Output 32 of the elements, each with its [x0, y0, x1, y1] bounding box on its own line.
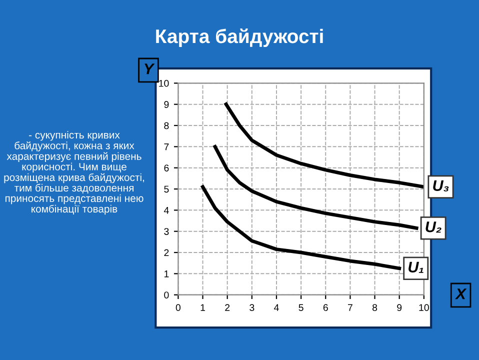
- y-tick-label: 3: [164, 228, 169, 235]
- line-series: [213, 144, 418, 230]
- text: - сукупність кривих байдужості, кожна з яких характеризує певний рівень корисності. Чим вище розміщена крива байдужості, тим більше задоволення приносять представлені нею комбінації товарів: [4, 130, 144, 215]
- y-tick-label: 2: [164, 249, 169, 256]
- x-tick-label: 8: [372, 304, 378, 312]
- y-tick-label: 6: [164, 164, 169, 172]
- y-tick-label: 5: [164, 186, 169, 193]
- series-label: U₂: [426, 222, 442, 233]
- x-tick-label: 4: [274, 304, 279, 311]
- y-tick-label: 10: [159, 80, 169, 87]
- line-series: [201, 185, 402, 270]
- x-tick-label: 10: [419, 304, 429, 312]
- series-label: U₃: [433, 180, 449, 192]
- x-tick-label: 5: [298, 304, 304, 312]
- chart-title: Карта байдужості: [156, 28, 323, 48]
- y-tick-label: 8: [164, 122, 169, 130]
- y-tick-label: 9: [164, 101, 169, 108]
- x-tick-label: 1: [200, 304, 205, 311]
- x-tick-label: 9: [397, 304, 402, 312]
- y-axis-title: Y: [144, 64, 155, 74]
- y-tick-label: 7: [164, 144, 169, 150]
- x-tick-label: 6: [323, 304, 328, 312]
- x-tick-label: 2: [225, 304, 230, 311]
- x-tick-label: 0: [176, 304, 181, 312]
- x-axis-title: X: [455, 288, 467, 300]
- y-tick-label: 0: [164, 292, 169, 298]
- x-tick-label: 7: [348, 304, 352, 311]
- y-tick-label: 1: [164, 270, 169, 278]
- line-series: [224, 102, 424, 189]
- series-label: U₁: [408, 262, 424, 273]
- y-tick-label: 4: [164, 207, 169, 214]
- x-tick-label: 3: [250, 304, 254, 312]
